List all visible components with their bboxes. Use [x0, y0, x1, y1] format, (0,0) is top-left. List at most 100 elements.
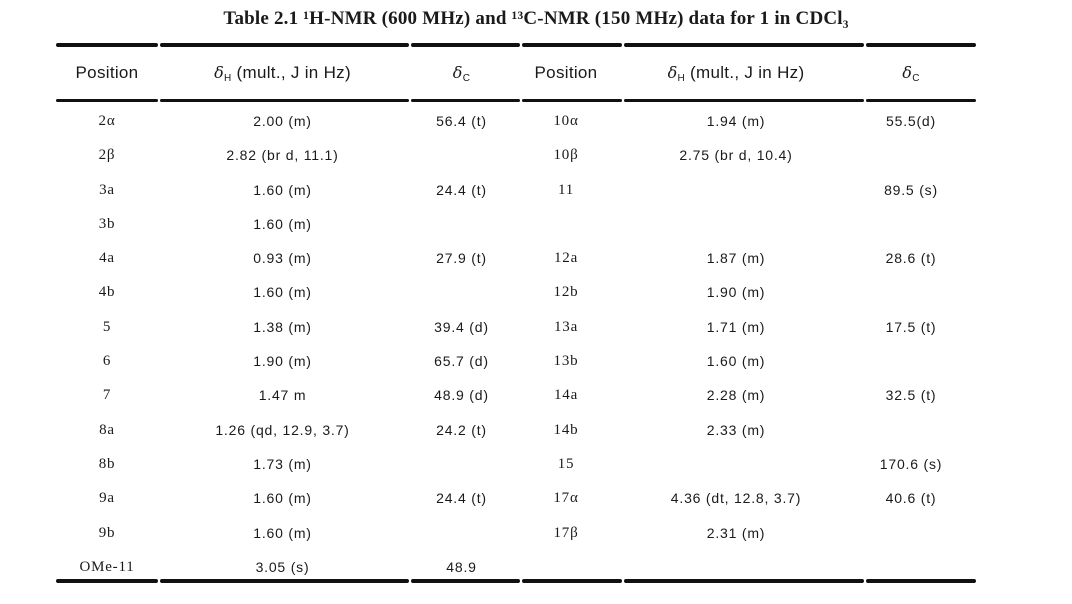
- right-dc-cell: 170.6 (s): [879, 455, 943, 472]
- left-dh-cell: 2.82 (br d, 11.1): [226, 147, 339, 164]
- right-position-cell: 14b: [553, 421, 579, 438]
- right-position-cell: 17α: [553, 490, 579, 507]
- right-position-cell: [516, 207, 616, 241]
- right-dh-cell: 1.60 (m): [706, 353, 766, 370]
- left-position-cell: 3a: [99, 181, 115, 198]
- right-dh-cell: 2.31 (m): [706, 524, 766, 541]
- left-position-cell: 4a: [99, 250, 115, 267]
- left-position-cell: 5: [102, 318, 112, 335]
- left-position-cell: 7: [102, 387, 112, 404]
- right-dh-cell: 1.71 (m): [706, 318, 766, 335]
- bottom-rule: [56, 579, 978, 583]
- right-dh-cell: 1.87 (m): [706, 250, 766, 267]
- header-delta-h-2: δH (mult., J in Hz): [667, 63, 805, 84]
- left-position-cell: 8b: [98, 455, 116, 472]
- right-dh-cell: [616, 173, 856, 207]
- left-dc-cell: 48.9: [446, 558, 477, 575]
- right-dc-cell: [856, 344, 966, 378]
- right-dh-cell: 2.33 (m): [706, 421, 766, 438]
- left-position-cell: 6: [102, 353, 112, 370]
- table-body: 2α 2.00 (m) 56.4 (t) 10α 1.94 (m) 55.5(d) 2β 2.…: [56, 104, 1056, 584]
- left-position-cell: 9b: [98, 524, 116, 541]
- right-dh-cell: 2.28 (m): [706, 387, 766, 404]
- left-dh-cell: 1.73 (m): [253, 455, 312, 472]
- right-dc-cell: 40.6 (t): [885, 490, 937, 507]
- left-dh-cell: 1.60 (m): [253, 490, 312, 507]
- header-position: Position: [75, 63, 139, 82]
- right-position-cell: 13b: [553, 353, 579, 370]
- left-dc-cell: [407, 207, 516, 241]
- right-dc-cell: 89.5 (s): [884, 181, 938, 198]
- right-dc-cell: 17.5 (t): [885, 318, 937, 335]
- table-row: 8a 1.26 (qd, 12.9, 3.7) 24.2 (t) 14b 2.33 (m…: [56, 413, 1056, 447]
- left-dh-cell: 1.47 m: [258, 387, 307, 404]
- right-dh-cell: [616, 447, 856, 481]
- right-position-cell: 12a: [553, 250, 579, 267]
- right-position-cell: 13a: [553, 318, 579, 335]
- table-row: 9a 1.60 (m) 24.4 (t) 17α 4.36 (dt, 12.8, 3.7…: [56, 481, 1056, 515]
- table-row: 4b 1.60 (m) 12b 1.90 (m): [56, 275, 1056, 309]
- table-row: 9b 1.60 (m) 17β 2.31 (m): [56, 516, 1056, 550]
- table-row: 4a 0.93 (m) 27.9 (t) 12a 1.87 (m) 28.6 (t): [56, 241, 1056, 275]
- table-header: Position δH (mult., J in Hz) δC Position…: [56, 47, 966, 99]
- left-position-cell: 9a: [99, 490, 115, 507]
- right-dh-cell: 1.90 (m): [706, 284, 766, 301]
- table-row: 2α 2.00 (m) 56.4 (t) 10α 1.94 (m) 55.5(d): [56, 104, 1056, 138]
- right-position-cell: 10β: [553, 147, 579, 164]
- right-position-cell: 10α: [553, 113, 579, 129]
- right-dc-cell: [856, 275, 966, 309]
- right-dc-cell: [856, 516, 966, 550]
- left-dc-cell: [407, 275, 516, 309]
- left-dh-cell: 1.60 (m): [253, 284, 312, 301]
- header-position-2: Position: [534, 63, 598, 82]
- left-dh-cell: 1.38 (m): [253, 318, 312, 335]
- left-dh-cell: 0.93 (m): [253, 250, 312, 267]
- right-dh-cell: 2.75 (br d, 10.4): [679, 147, 793, 164]
- left-dc-cell: [407, 138, 516, 172]
- left-position-cell: 2α: [98, 113, 116, 129]
- right-dh-cell: 4.36 (dt, 12.8, 3.7): [670, 490, 802, 507]
- table-row: 8b 1.73 (m) 15 170.6 (s): [56, 447, 1056, 481]
- table-title: Table 2.1 ¹H-NMR (600 MHz) and ¹³C-NMR (…: [223, 8, 849, 29]
- right-dc-cell: [856, 207, 966, 241]
- right-dc-cell: [856, 413, 966, 447]
- right-dh-cell: 1.94 (m): [706, 113, 766, 129]
- table-row: 3a 1.60 (m) 24.4 (t) 11 89.5 (s): [56, 173, 1056, 207]
- left-dh-cell: 2.00 (m): [253, 113, 312, 129]
- left-dc-cell: 56.4 (t): [436, 113, 487, 129]
- left-dc-cell: 27.9 (t): [436, 250, 487, 267]
- right-dc-cell: 32.5 (t): [885, 387, 937, 404]
- left-dc-cell: [407, 447, 516, 481]
- table-row: 3b 1.60 (m): [56, 207, 1056, 241]
- right-dh-cell: [616, 207, 856, 241]
- left-dc-cell: 24.4 (t): [436, 490, 487, 507]
- right-position-cell: 14a: [553, 387, 579, 404]
- table-row: 2β 2.82 (br d, 11.1) 10β 2.75 (br d, 10.4): [56, 138, 1056, 172]
- top-rule: [56, 43, 978, 47]
- table-row: OMe-11 3.05 (s) 48.9: [56, 550, 1056, 584]
- left-dh-cell: 1.60 (m): [253, 215, 312, 232]
- left-dc-cell: 48.9 (d): [434, 387, 489, 404]
- table-row: 7 1.47 m 48.9 (d) 14a 2.28 (m) 32.5 (t): [56, 378, 1056, 412]
- left-dc-cell: [407, 516, 516, 550]
- left-dc-cell: 39.4 (d): [434, 318, 489, 335]
- table-row: 6 1.90 (m) 65.7 (d) 13b 1.60 (m): [56, 344, 1056, 378]
- header-delta-h: δH (mult., J in Hz): [214, 63, 351, 84]
- left-dh-cell: 1.90 (m): [253, 353, 312, 370]
- left-dh-cell: 1.26 (qd, 12.9, 3.7): [215, 421, 350, 438]
- table-row: 5 1.38 (m) 39.4 (d) 13a 1.71 (m) 17.5 (t): [56, 310, 1056, 344]
- right-dc-cell: 55.5(d): [886, 113, 936, 129]
- left-position-cell: 2β: [98, 147, 116, 164]
- left-position-cell: OMe-11: [79, 558, 135, 575]
- right-dc-cell: 28.6 (t): [885, 250, 937, 267]
- left-dc-cell: 24.4 (t): [436, 181, 487, 198]
- left-position-cell: 3b: [98, 215, 116, 232]
- left-dc-cell: 24.2 (t): [436, 421, 487, 438]
- left-dh-cell: 1.60 (m): [253, 524, 312, 541]
- left-position-cell: 8a: [99, 421, 115, 438]
- header-rule: [56, 99, 978, 102]
- left-dh-cell: 3.05 (s): [255, 558, 310, 575]
- right-position-cell: 11: [557, 181, 575, 198]
- right-position-cell: 12b: [553, 284, 579, 301]
- left-dh-cell: 1.60 (m): [253, 181, 312, 198]
